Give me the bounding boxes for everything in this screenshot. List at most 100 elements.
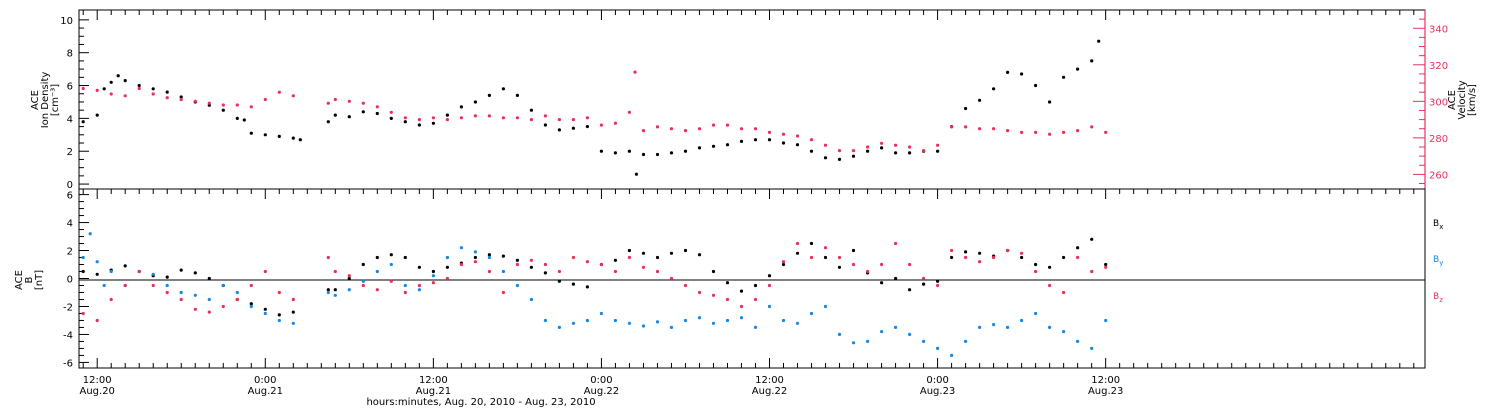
density-point [894,151,898,155]
bz-point [445,276,449,281]
density-ylabel-line3: [cm⁻³] [50,84,61,116]
bz-point [823,246,828,250]
bz-point [992,255,996,260]
density-point [767,138,772,142]
velocity-point [137,86,141,91]
density-tick-label: 0 [67,180,73,191]
velocity-point [95,88,99,92]
velocity-point [543,114,548,118]
bx-point [95,272,99,276]
x-tick-label-time: 12:00 [419,375,448,386]
by-point [894,325,898,329]
by-point [249,304,253,309]
bz-point [515,262,520,267]
bx-point [389,253,393,257]
velocity-point [978,127,982,131]
density-point [557,128,562,132]
bz-point [978,260,982,264]
velocity-point [459,116,463,120]
velocity-point [151,92,155,96]
by-point [529,297,534,302]
bx-point [487,253,491,257]
x-tick-label-date: Aug.21 [248,386,283,397]
density-tick-label: 6 [67,82,73,93]
velocity-point [585,116,590,120]
bz-point [1048,283,1052,288]
by-point [866,339,870,343]
by-point [725,318,730,323]
bx-point [823,255,828,260]
bx-point [711,269,716,274]
bx-point [81,269,85,274]
density-tick-label: 2 [67,147,73,158]
bx-point [277,313,281,317]
velocity-point [1048,132,1052,136]
by-point [347,288,351,292]
bz-point [326,255,330,260]
velocity-tick-label: 260 [1429,170,1448,181]
bx-point [908,288,912,292]
velocity-point [193,99,197,103]
legend-subscript: x [1439,223,1443,231]
density-point [102,87,106,91]
velocity-point [823,143,828,147]
velocity-point [669,127,674,131]
bz-point [179,297,183,302]
velocity-point [894,143,898,147]
velocity-point [599,123,604,127]
time-x-axis: 12:00Aug.200:00Aug.2112:00Aug.210:00Aug.… [79,10,1415,397]
velocity-point [697,127,702,131]
by-point [1076,339,1080,343]
density-point [109,80,113,84]
magnetic-panel-frame [78,188,1426,369]
by-point [235,290,239,295]
by-point [165,283,169,288]
x-tick-label-time: 0:00 [254,375,276,386]
velocity-point [263,97,267,102]
velocity-point [781,132,786,136]
velocity-point [501,116,505,120]
density-point [543,123,548,127]
x-tick-label-date: Aug.23 [1088,386,1123,397]
bx-point [123,264,127,268]
bz-point [263,269,267,274]
x-axis-label: hours:minutes, Aug. 20, 2010 - Aug. 23, … [366,397,595,408]
by-point [711,321,716,325]
plasma-panel: 0 2 4 6 8 10 260 280 300 320 340 [60,9,1448,191]
by-point [851,341,856,345]
density-point [487,93,491,97]
density-point [711,144,716,148]
velocity-point [326,101,330,105]
density-y-axis: 0 2 4 6 8 10 [60,16,89,191]
bx-point [767,274,772,278]
velocity-point [221,103,225,107]
velocity-point [333,97,337,102]
bz-point [333,269,337,274]
bx-point [431,269,435,274]
legend-symbol: B [1433,255,1439,265]
by-point [207,297,211,302]
density-point [403,120,407,124]
density-point [151,87,155,91]
bz-point [613,269,618,274]
bz-point [922,276,926,281]
bz-point [599,262,604,267]
bz-point [403,290,407,295]
velocity-point [655,125,660,129]
density-point [291,136,295,140]
velocity-point [277,90,281,94]
velocity-point [81,86,85,91]
bx-point [1076,246,1080,250]
by-point [739,316,744,320]
bx-point [585,285,590,289]
bx-point [445,265,449,269]
bx-point [894,276,898,281]
x-tick-label-date: Aug.22 [752,386,787,397]
velocity-point [1062,130,1066,134]
bx-point [936,279,940,283]
by-point [599,311,604,316]
velocity-point [431,116,435,120]
by-point [81,255,85,260]
bz-point [109,297,113,302]
velocity-point [795,134,800,138]
